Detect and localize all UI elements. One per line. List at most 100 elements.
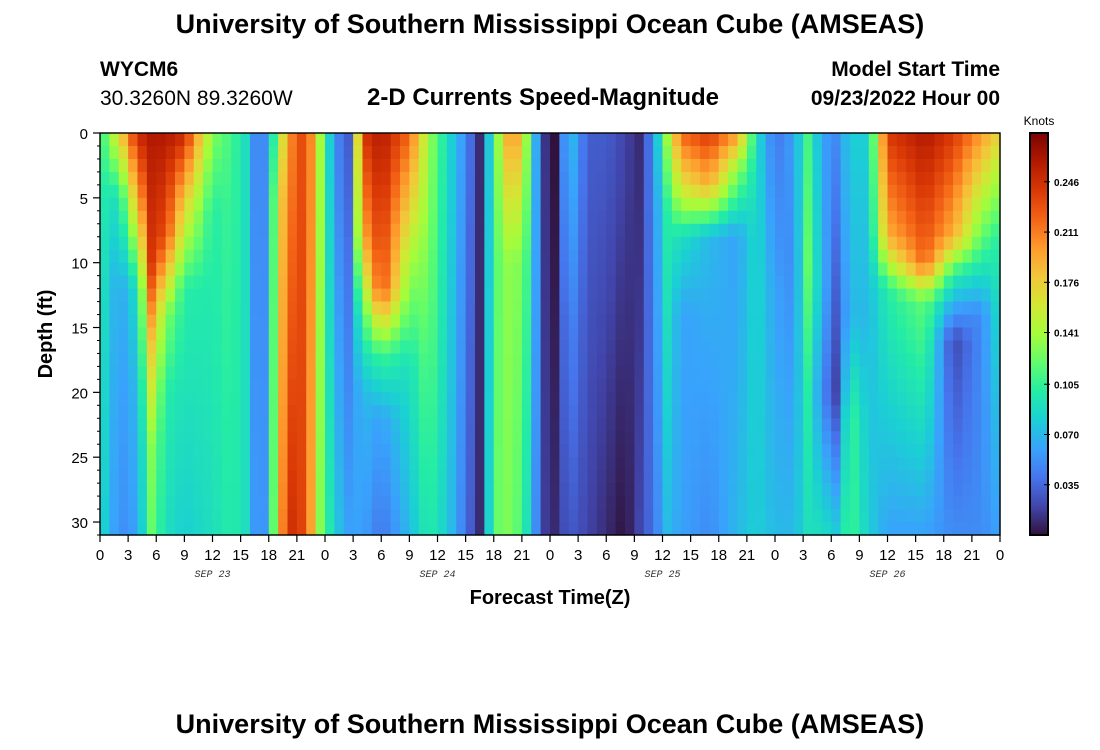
- heatmap-cell: [128, 301, 139, 316]
- heatmap-cell: [906, 496, 917, 510]
- heatmap-cell: [775, 405, 785, 419]
- heatmap-cell: [484, 509, 495, 523]
- heatmap-cell: [756, 340, 767, 355]
- heatmap-cell: [728, 301, 739, 316]
- heatmap-cell: [850, 301, 860, 316]
- heatmap-cell: [784, 470, 795, 484]
- heatmap-cell: [765, 483, 776, 497]
- heatmap-cell: [821, 509, 832, 523]
- heatmap-cell: [428, 184, 439, 199]
- heatmap-cell: [353, 405, 364, 419]
- heatmap-cell: [371, 197, 382, 212]
- heatmap-cell: [128, 483, 139, 497]
- heatmap-cell: [662, 133, 673, 147]
- heatmap-cell: [746, 522, 757, 536]
- heatmap-cell: [812, 496, 823, 510]
- heatmap-cell: [250, 431, 260, 445]
- heatmap-cell: [690, 210, 701, 225]
- heatmap-cell: [831, 184, 842, 199]
- y-tick-label: 5: [80, 191, 88, 208]
- heatmap-cell: [540, 223, 551, 238]
- heatmap-cell: [409, 171, 420, 186]
- heatmap-cell: [212, 522, 223, 536]
- heatmap-cell: [184, 366, 195, 380]
- heatmap-cell: [681, 184, 692, 199]
- heatmap-cell: [231, 444, 242, 458]
- heatmap-cell: [521, 431, 532, 445]
- heatmap-cell: [737, 133, 748, 147]
- heatmap-cell: [831, 262, 842, 277]
- heatmap-cell: [503, 301, 514, 316]
- heatmap-cell: [268, 522, 279, 536]
- heatmap-cell: [109, 249, 120, 264]
- heatmap-cell: [493, 236, 504, 251]
- heatmap-cell: [981, 314, 992, 329]
- heatmap-cell: [850, 275, 860, 290]
- heatmap-cell: [578, 210, 589, 225]
- heatmap-cell: [193, 301, 204, 316]
- heatmap-cell: [746, 133, 757, 147]
- heatmap-cell: [625, 405, 635, 419]
- heatmap-cell: [934, 366, 945, 380]
- heatmap-cell: [325, 405, 335, 419]
- heatmap-cell: [531, 470, 542, 484]
- heatmap-cell: [596, 418, 607, 432]
- heatmap-cell: [175, 353, 185, 368]
- x-tick-label: 6: [152, 547, 160, 564]
- heatmap-cell: [981, 340, 992, 355]
- heatmap-cell: [306, 353, 317, 368]
- heatmap-cell: [268, 418, 279, 432]
- heatmap-cell: [578, 197, 589, 212]
- heatmap-cell: [559, 379, 570, 393]
- heatmap-cell: [325, 327, 335, 342]
- heatmap-cell: [934, 145, 945, 160]
- x-tick-label: 18: [710, 547, 727, 564]
- heatmap-cell: [475, 470, 485, 484]
- heatmap-cell: [775, 262, 785, 277]
- heatmap-cell: [381, 405, 392, 419]
- heatmap-cell: [184, 171, 195, 186]
- heatmap-cell: [737, 470, 748, 484]
- x-tick-label: 18: [260, 547, 277, 564]
- heatmap-cell: [859, 158, 870, 173]
- heatmap-cell: [221, 444, 232, 458]
- heatmap-cell: [100, 405, 110, 419]
- heatmap-cell: [681, 353, 692, 368]
- heatmap-cell: [100, 509, 110, 523]
- heatmap-cell: [831, 210, 842, 225]
- heatmap-cell: [784, 379, 795, 393]
- heatmap-cell: [465, 275, 476, 290]
- heatmap-cell: [371, 236, 382, 251]
- heatmap-cell: [531, 327, 542, 342]
- heatmap-cell: [728, 223, 739, 238]
- heatmap-cell: [606, 353, 617, 368]
- heatmap-cell: [165, 353, 176, 368]
- heatmap-cell: [409, 444, 420, 458]
- y-tick-label: 10: [71, 256, 88, 273]
- heatmap-cell: [428, 405, 439, 419]
- heatmap-cell: [484, 249, 495, 264]
- heatmap-cell: [475, 327, 485, 342]
- heatmap-cell: [896, 223, 907, 238]
- heatmap-cell: [296, 405, 307, 419]
- heatmap-cell: [953, 353, 964, 368]
- heatmap-cell: [737, 405, 748, 419]
- heatmap-cell: [615, 392, 626, 406]
- heatmap-cell: [718, 262, 729, 277]
- heatmap-cell: [737, 301, 748, 316]
- heatmap-cell: [953, 509, 964, 523]
- heatmap-cell: [643, 483, 654, 497]
- heatmap-cell: [287, 366, 298, 380]
- heatmap-cell: [981, 353, 992, 368]
- heatmap-cell: [896, 184, 907, 199]
- heatmap-cell: [381, 431, 392, 445]
- heatmap-cell: [240, 275, 251, 290]
- heatmap-cell: [859, 483, 870, 497]
- heatmap-cell: [690, 366, 701, 380]
- heatmap-cell: [418, 275, 429, 290]
- heatmap-cell: [906, 379, 917, 393]
- heatmap-cell: [718, 275, 729, 290]
- heatmap-cell: [606, 470, 617, 484]
- heatmap-cell: [531, 223, 542, 238]
- heatmap-cell: [325, 444, 335, 458]
